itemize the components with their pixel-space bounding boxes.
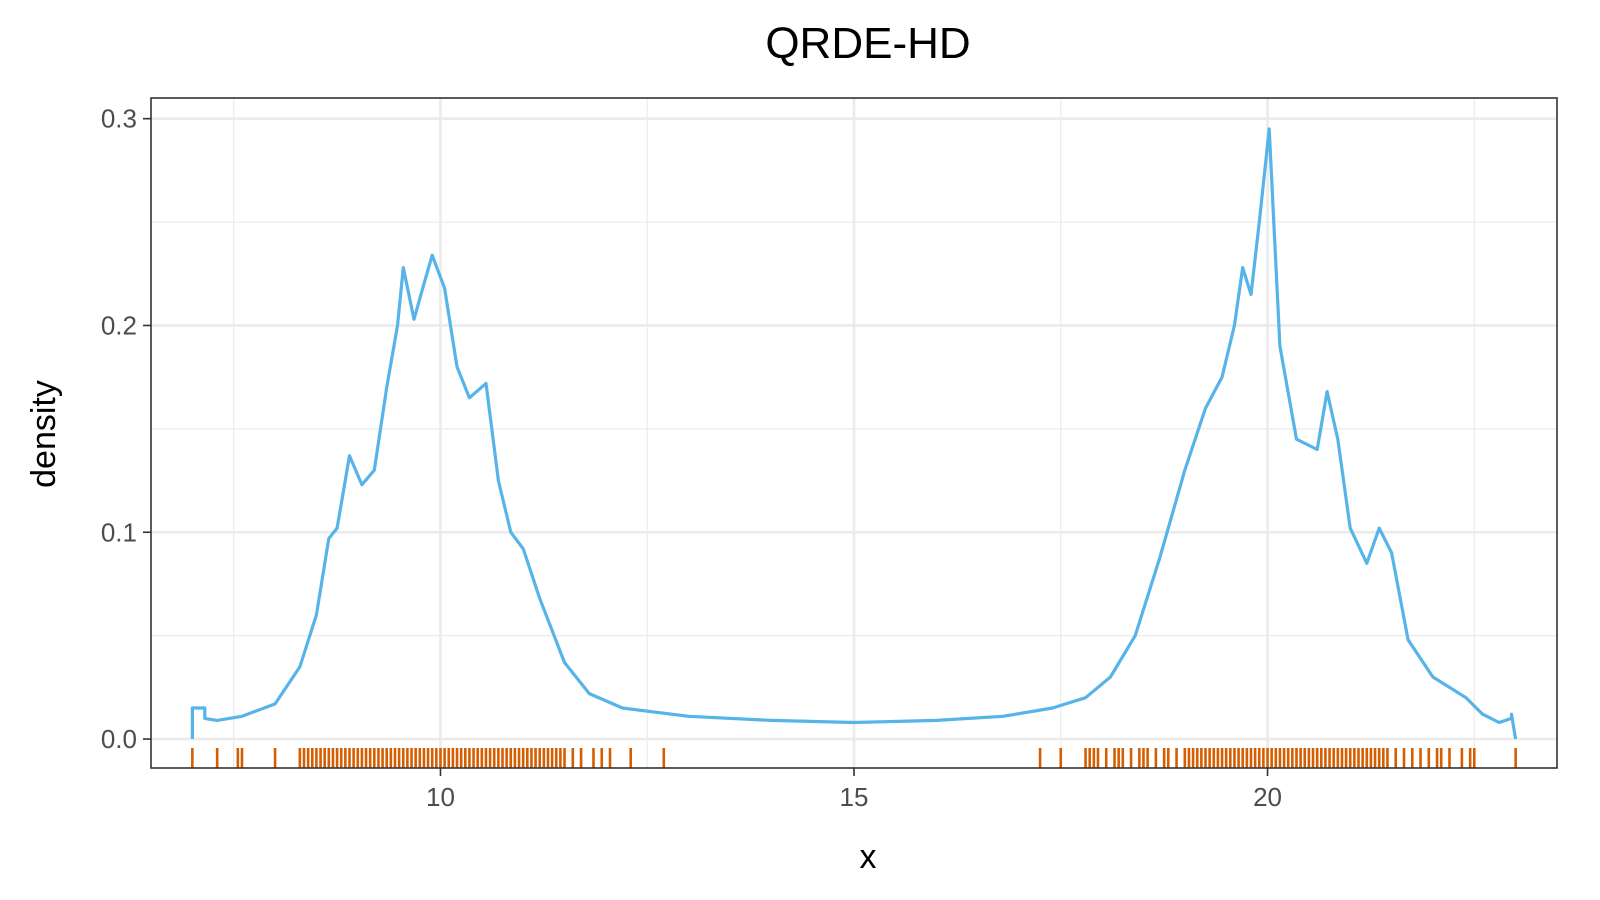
x-axis-title: x [860,838,877,876]
x-tick-label: 20 [1253,782,1282,812]
x-tick-label: 15 [840,782,869,812]
x-axis: 10 15 20 [426,768,1282,812]
y-axis-title: density [25,380,63,488]
grid-lines [151,98,1557,768]
density-line [190,127,1518,740]
rug-marks [191,748,1517,768]
y-tick-label: 0.3 [101,104,137,134]
y-axis: 0.0 0.1 0.2 0.3 [101,104,151,754]
y-tick-label: 0.0 [101,724,137,754]
y-tick-label: 0.2 [101,310,137,340]
x-tick-label: 10 [426,782,455,812]
chart-title: QRDE-HD [765,19,970,68]
y-tick-label: 0.1 [101,517,137,547]
density-series [190,127,1518,740]
